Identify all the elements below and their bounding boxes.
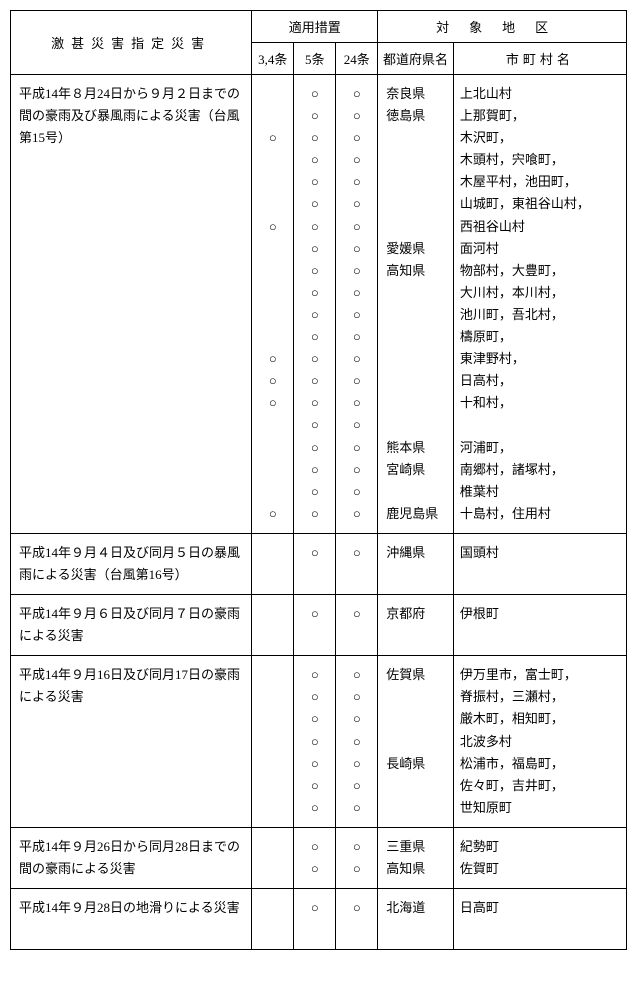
city-cell: 伊万里市，富士町，脊振村，三瀬村，厳木町，相知町，北波多村松浦市，福島町，佐々町…	[453, 656, 626, 828]
pref-cell: 沖縄県	[378, 533, 454, 594]
art5-cell: ○○	[294, 533, 336, 594]
art5-cell: ○○○○○○○	[294, 656, 336, 828]
art5-cell: ○○	[294, 889, 336, 950]
disaster-cell: 平成14年９月16日及び同月17日の豪雨による災害	[11, 656, 252, 828]
disaster-cell: 平成14年８月24日から９月２日までの間の豪雨及び暴風雨による災害（台風第15号…	[11, 75, 252, 534]
city-cell: 紀勢町佐賀町	[453, 827, 626, 888]
pref-cell: 奈良県徳島県 愛媛県高知県 熊本県宮崎県 鹿児島県	[378, 75, 454, 534]
art24-cell: ○○	[336, 595, 378, 656]
disaster-cell: 平成14年９月26日から同月28日までの間の豪雨による災害	[11, 827, 252, 888]
art24-cell: ○○○○○○○○○○○○○○○○○○○○	[336, 75, 378, 534]
header-measures: 適用措置	[252, 11, 378, 43]
pref-cell: 京都府	[378, 595, 454, 656]
pref-cell: 佐賀県 長崎県	[378, 656, 454, 828]
header-art24: 24条	[336, 43, 378, 75]
art34-cell: ○○	[252, 533, 294, 594]
header-art34: 3,4条	[252, 43, 294, 75]
pref-cell: 三重県高知県	[378, 827, 454, 888]
disaster-cell: 平成14年９月28日の地滑りによる災害	[11, 889, 252, 950]
art34-cell: ○○	[252, 889, 294, 950]
header-pref: 都道府県名	[378, 43, 454, 75]
art34-cell: ○○	[252, 827, 294, 888]
art5-cell: ○○	[294, 595, 336, 656]
disaster-cell: 平成14年９月６日及び同月７日の豪雨による災害	[11, 595, 252, 656]
art24-cell: ○○	[336, 533, 378, 594]
art34-cell: ○○○○○○○○○○○○○○○○○○○○	[252, 75, 294, 534]
city-cell: 日高町	[453, 889, 626, 950]
city-cell: 上北山村上那賀町，木沢町，木頭村，宍喰町，木屋平村，池田町，山城町，東祖谷山村，…	[453, 75, 626, 534]
art24-cell: ○○	[336, 827, 378, 888]
city-cell: 伊根町	[453, 595, 626, 656]
art24-cell: ○○○○○○○	[336, 656, 378, 828]
disaster-cell: 平成14年９月４日及び同月５日の暴風雨による災害（台風第16号）	[11, 533, 252, 594]
art24-cell: ○○	[336, 889, 378, 950]
disaster-table: 激甚災害指定災害 適用措置 対象地区 3,4条 5条 24条 都道府県名 市町村…	[10, 10, 627, 950]
art5-cell: ○○○○○○○○○○○○○○○○○○○○	[294, 75, 336, 534]
art5-cell: ○○	[294, 827, 336, 888]
header-art5: 5条	[294, 43, 336, 75]
art34-cell: ○○○○○○○	[252, 656, 294, 828]
header-area: 対象地区	[378, 11, 627, 43]
header-disaster: 激甚災害指定災害	[11, 11, 252, 75]
city-cell: 国頭村	[453, 533, 626, 594]
art34-cell: ○○	[252, 595, 294, 656]
header-city: 市町村名	[453, 43, 626, 75]
pref-cell: 北海道	[378, 889, 454, 950]
